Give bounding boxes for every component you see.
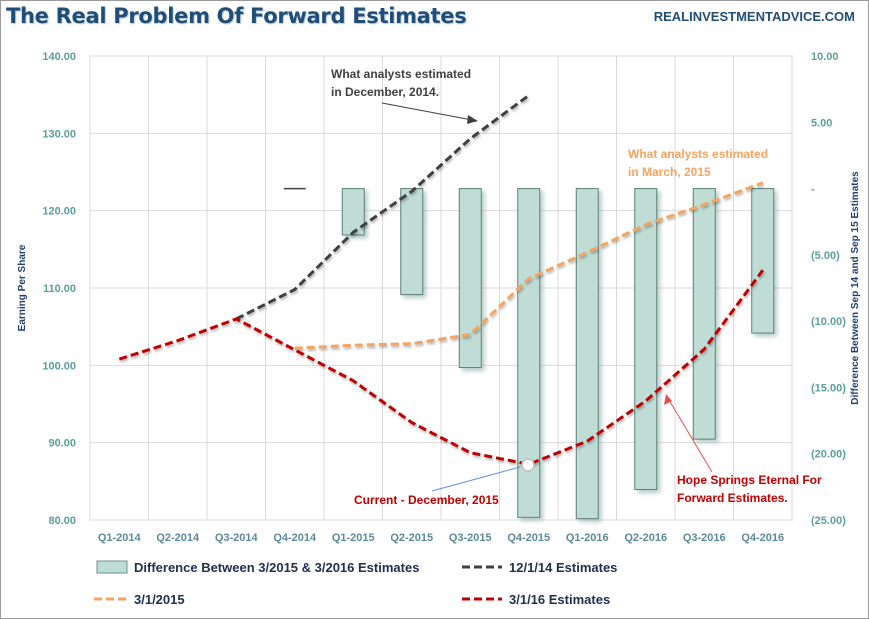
y2-tick-label: (20.00) [811, 449, 846, 461]
x-tick-label: Q2-2015 [390, 532, 433, 544]
bar [575, 188, 599, 520]
bar [692, 188, 716, 440]
y-axis-left-title: Earning Per Share [17, 244, 28, 331]
line-dec-2014-estimates [235, 94, 530, 321]
annotation-mar-2015-line2: in March, 2015 [628, 165, 711, 179]
annotation-hope-line2: Forward Estimates. [677, 491, 788, 505]
x-tick-label: Q4-2016 [741, 532, 784, 544]
y2-tick-label: - [811, 184, 815, 196]
line-series [118, 94, 765, 466]
y-tick-label: 100.00 [42, 360, 76, 372]
x-tick-label: Q3-2014 [215, 532, 259, 544]
y2-tick-label: 10.00 [811, 51, 839, 63]
bar [458, 188, 482, 369]
y2-tick-label: (15.00) [811, 382, 846, 394]
annotation-mar-2015: What analysts estimated in March, 2015 [628, 147, 768, 179]
bar [517, 188, 541, 518]
y2-tick-label: (10.00) [811, 316, 846, 328]
bar [341, 188, 365, 236]
annotation-dec-2014-arrow [381, 102, 473, 121]
annotation-hope-arrowhead [664, 394, 672, 405]
y-axis-left-ticks: 80.00 90.00 100.00 110.00 120.00 130.00 140.00 [42, 51, 76, 527]
annotation-dec-2014-line1: What analysts estimated [331, 67, 471, 81]
annotation-dec-2014-arrowhead [467, 115, 478, 124]
annotation-hope: Hope Springs Eternal For Forward Estimat… [664, 394, 822, 505]
y-axis-right-ticks: (25.00) (20.00) (15.00) (10.00) (5.00) - 5.00 1… [811, 51, 846, 527]
x-tick-label: Q2-2016 [624, 532, 667, 544]
y-tick-label: 110.00 [43, 283, 76, 295]
y-axis-right-title: Difference Between Sep 14 and Sep 15 Est… [850, 171, 861, 405]
y-tick-label: 90.00 [48, 438, 76, 450]
line-mar-2016-estimates [118, 269, 765, 466]
annotation-dec-2014: What analysts estimated in December, 201… [331, 67, 478, 124]
annotation-current: Current - December, 2015 [354, 458, 535, 507]
bar [751, 188, 775, 334]
legend-label-bars: Difference Between 3/2015 & 3/2016 Estim… [134, 560, 419, 575]
x-axis-ticks: Q1-2014 Q2-2014 Q3-2014 Q4-2014 Q1-2015 Q2-20… [98, 532, 784, 544]
annotation-mar-2015-line1: What analysts estimated [628, 147, 768, 161]
bar-series [283, 187, 775, 520]
x-tick-label: Q3-2015 [449, 532, 492, 544]
line-mar-2015-estimates [294, 181, 764, 350]
x-tick-label: Q4-2014 [273, 532, 317, 544]
annotation-hope-line1: Hope Springs Eternal For [677, 473, 822, 487]
x-tick-label: Q3-2016 [683, 532, 726, 544]
x-tick-label: Q1-2016 [566, 532, 609, 544]
current-marker [521, 458, 535, 472]
y2-tick-label: (25.00) [811, 515, 846, 527]
x-tick-label: Q2-2014 [156, 532, 200, 544]
y2-tick-label: (5.00) [811, 250, 840, 262]
source-label: REALINVESTMENTADVICE.COM [653, 9, 855, 24]
legend-label-mar-2016: 3/1/16 Estimates [509, 592, 610, 607]
legend-swatch-bars [96, 560, 128, 574]
x-tick-label: Q1-2014 [98, 532, 142, 544]
y-tick-label: 120.00 [42, 206, 76, 218]
legend-label-dec-2014: 12/1/14 Estimates [509, 560, 617, 575]
y-tick-label: 140.00 [42, 51, 76, 63]
y2-tick-label: 5.00 [811, 117, 832, 129]
legend: Difference Between 3/2015 & 3/2016 Estim… [94, 560, 617, 607]
chart-title: The Real Problem Of Forward Estimates [6, 4, 467, 28]
annotation-current-label: Current - December, 2015 [354, 493, 499, 507]
annotation-current-pointer [431, 466, 521, 492]
grid-lines [89, 55, 793, 521]
annotation-hope-arrow [668, 399, 713, 473]
y-tick-label: 130.00 [42, 128, 76, 140]
legend-label-mar-2015: 3/1/2015 [134, 592, 185, 607]
annotation-dec-2014-line2: in December, 2014. [331, 85, 439, 99]
x-tick-label: Q1-2015 [332, 532, 375, 544]
bar [400, 188, 424, 296]
x-tick-label: Q4-2015 [507, 532, 550, 544]
y-tick-label: 80.00 [48, 515, 76, 527]
bar [634, 188, 658, 491]
